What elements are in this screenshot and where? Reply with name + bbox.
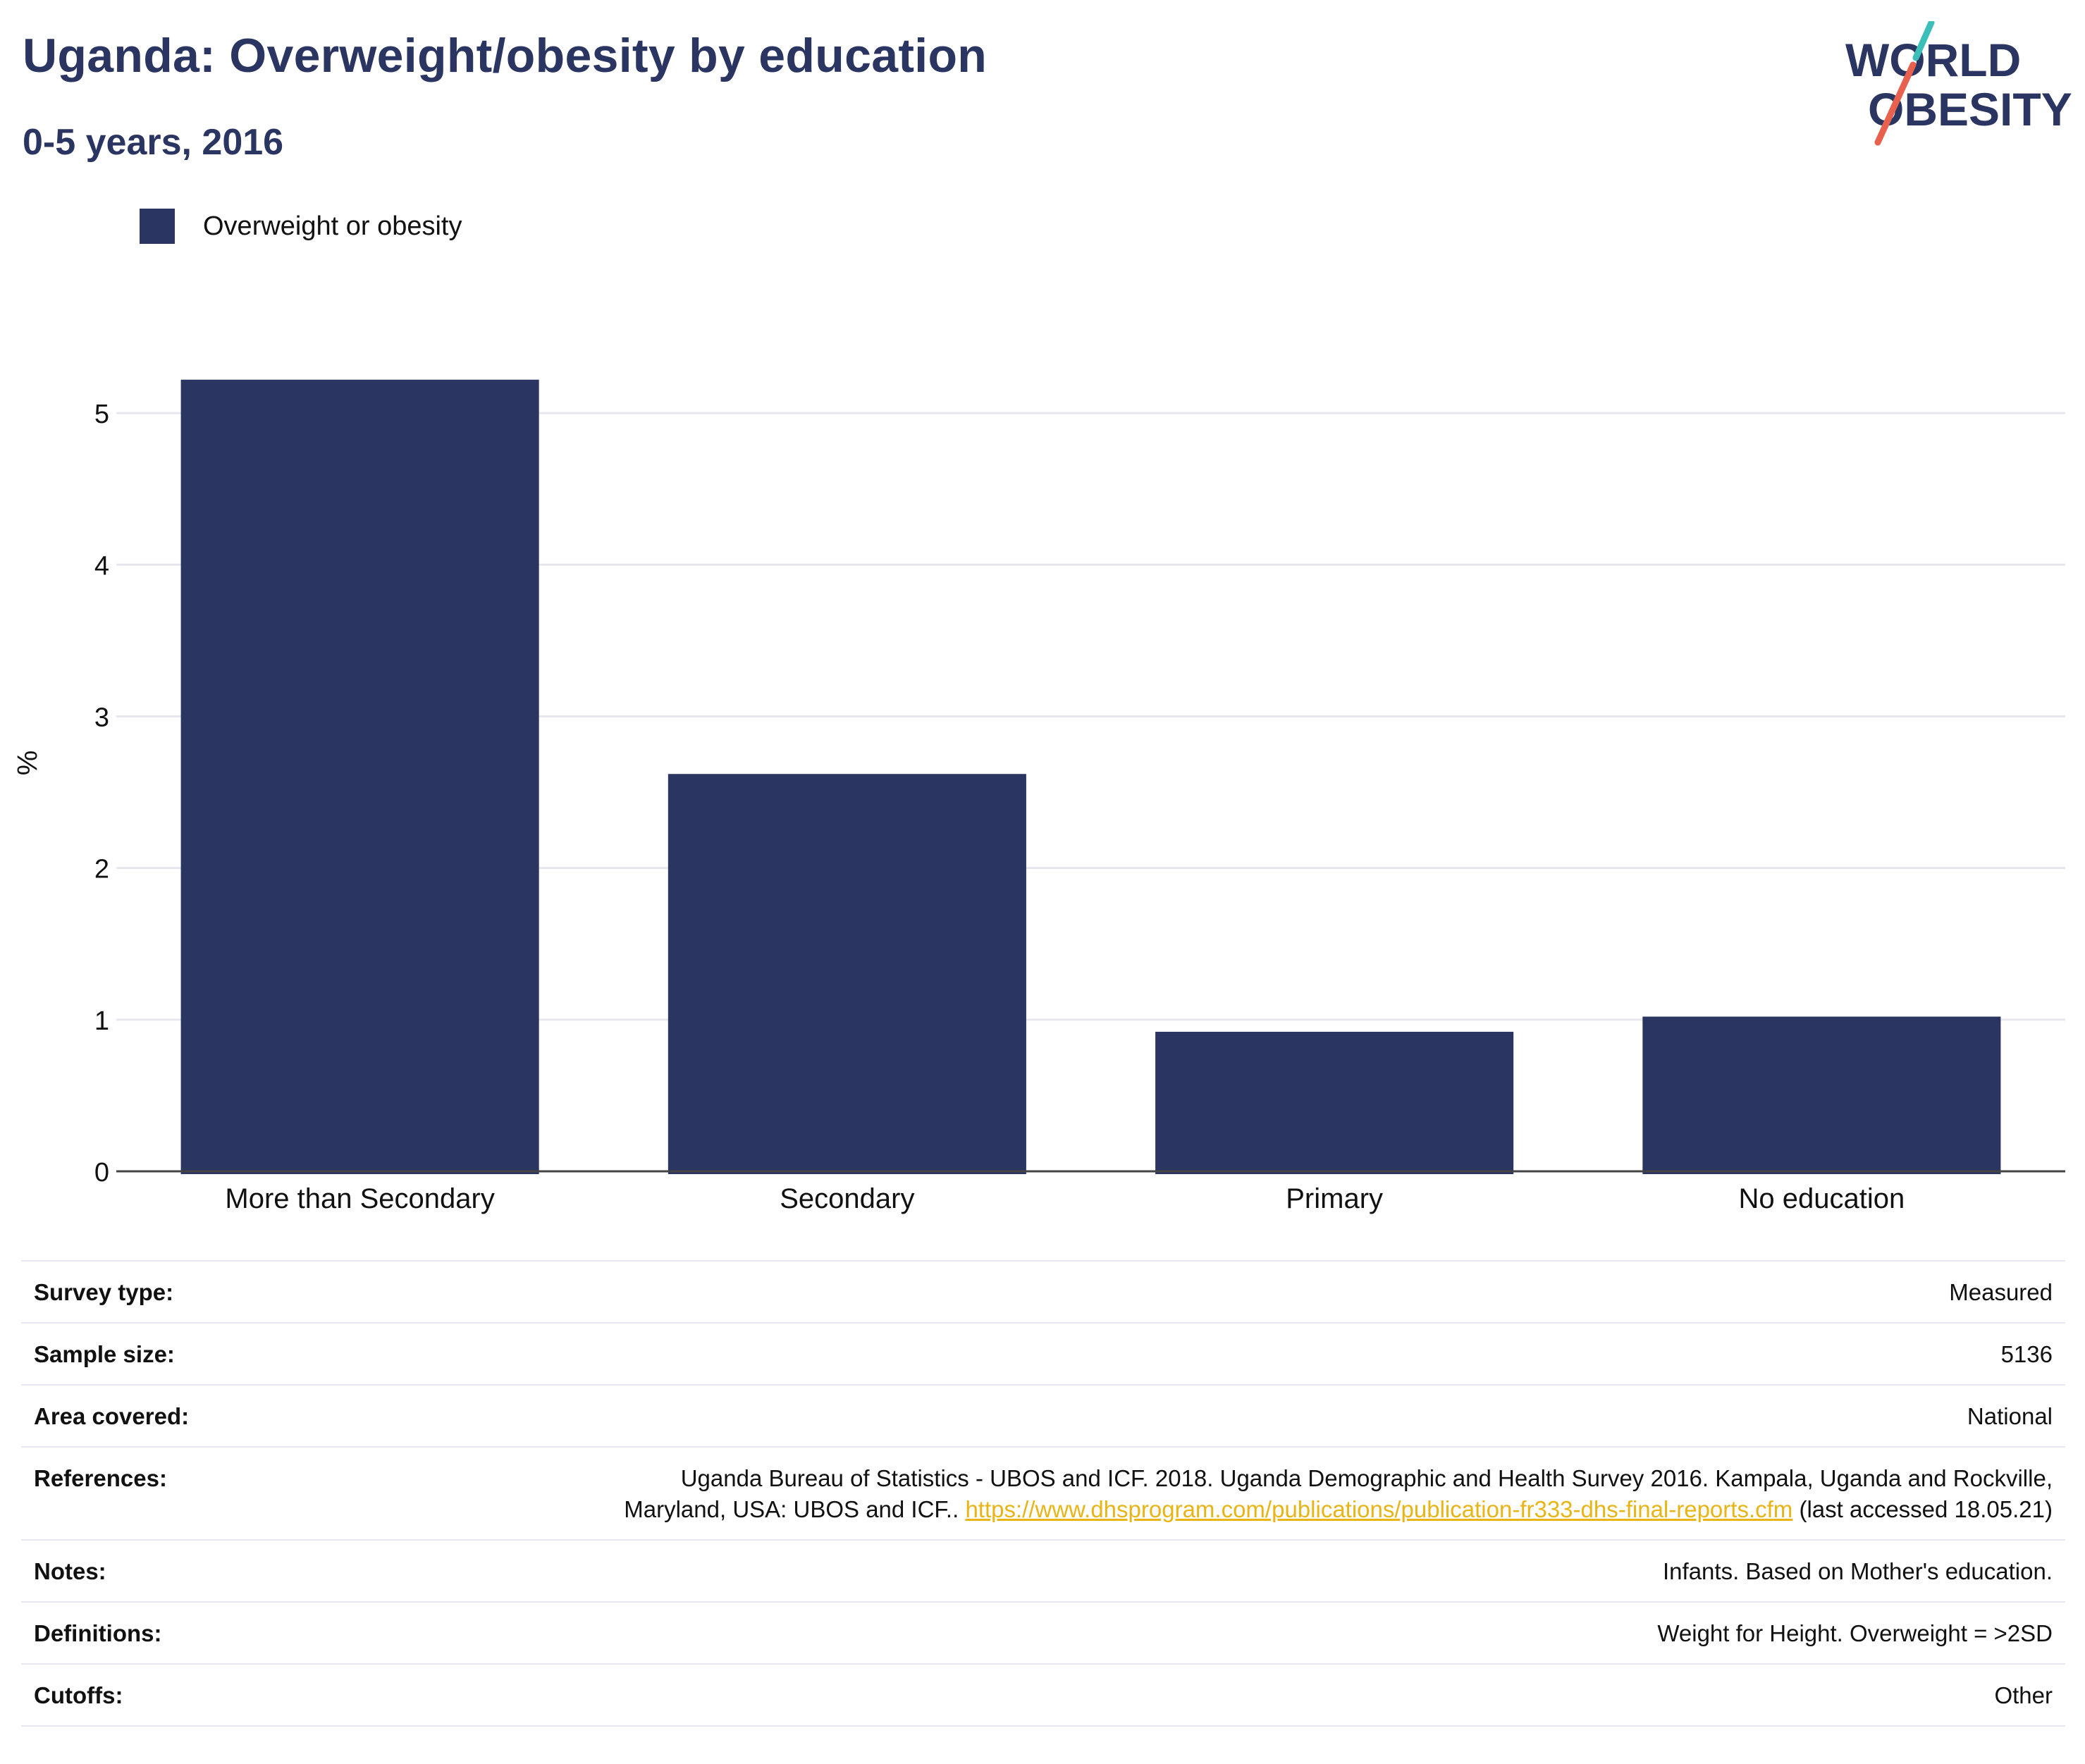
x-tick-label: No education: [1739, 1183, 1905, 1214]
y-tick-label: 2: [94, 855, 109, 884]
bar-no-education[interactable]: [1642, 1016, 2001, 1174]
x-tick-labels: More than Secondary Secondary Primary No ed…: [225, 1183, 1905, 1214]
y-tick-labels: 0 1 2 3 4 5: [94, 400, 109, 1188]
bar-primary[interactable]: [1155, 1032, 1514, 1174]
meta-key: Notes:: [34, 1558, 106, 1584]
y-tick-label: 0: [94, 1158, 109, 1188]
meta-key: Cutoffs:: [34, 1682, 123, 1708]
meta-value: National: [1967, 1403, 2053, 1429]
survey-details-table: Survey type: Measured Sample size: 5136 Area…: [21, 1260, 2065, 1727]
meta-row: Survey type: Measured: [21, 1260, 2065, 1324]
x-tick-label: More than Secondary: [225, 1183, 494, 1214]
chart-legend: Overweight or obesity: [140, 209, 462, 244]
meta-value: Uganda Bureau of Statistics - UBOS and I…: [624, 1465, 2053, 1522]
meta-row: References: Uganda Bureau of Statistics -…: [21, 1448, 2065, 1541]
x-tick-label: Secondary: [780, 1183, 914, 1214]
meta-row: Sample size: 5136: [21, 1324, 2065, 1386]
bar-more-than-secondary[interactable]: [180, 379, 539, 1174]
meta-value: 5136: [2000, 1341, 2053, 1367]
meta-value: Measured: [1949, 1279, 2053, 1305]
y-tick-label: 3: [94, 703, 109, 732]
legend-label: Overweight or obesity: [203, 211, 462, 241]
y-tick-label: 1: [94, 1006, 109, 1036]
meta-value: Weight for Height. Overweight = >2SD: [1657, 1620, 2053, 1646]
page-title: Uganda: Overweight/obesity by education: [23, 29, 988, 82]
meta-row: Cutoffs: Other: [21, 1665, 2065, 1727]
bar-chart: 0 1 2 3 4 5 More than Secondary Secondary Prima…: [94, 379, 2065, 1214]
meta-row: Definitions: Weight for Height. Overweigh…: [21, 1603, 2065, 1665]
meta-key: References:: [34, 1465, 167, 1491]
bar-secondary[interactable]: [668, 774, 1026, 1174]
reference-link[interactable]: https://www.dhsprogram.com/publications/…: [965, 1496, 1793, 1522]
meta-row: Area covered: National: [21, 1386, 2065, 1448]
y-tick-label: 5: [94, 400, 109, 429]
meta-key: Definitions:: [34, 1620, 162, 1646]
meta-key: Sample size:: [34, 1341, 175, 1367]
meta-value: Other: [1994, 1682, 2053, 1708]
legend-swatch: [140, 209, 175, 244]
page-subtitle: 0-5 years, 2016: [23, 122, 284, 163]
world-obesity-logo: WORLD OBESITY: [1845, 21, 2072, 146]
meta-key: Area covered:: [34, 1403, 190, 1429]
meta-key: Survey type:: [34, 1279, 174, 1305]
logo-line-1: WORLD: [1845, 34, 2021, 86]
meta-row: Notes: Infants. Based on Mother's educati…: [21, 1541, 2065, 1603]
x-tick-label: Primary: [1286, 1183, 1383, 1214]
y-tick-label: 4: [94, 551, 109, 581]
bars: [180, 379, 2001, 1174]
meta-value: Infants. Based on Mother's education.: [1663, 1558, 2053, 1584]
